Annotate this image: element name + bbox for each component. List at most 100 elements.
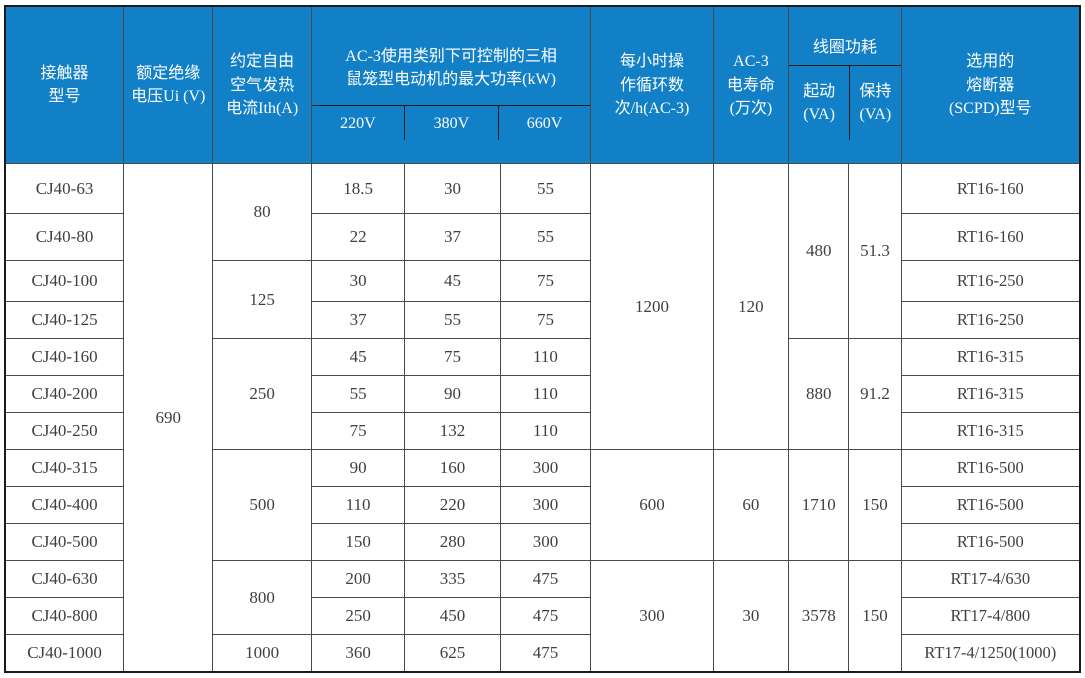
power-380-cell: 37 — [404, 213, 501, 262]
column-header-380v: 380V — [403, 106, 498, 141]
column-header-life: AC-3 电寿命 (万次) — [712, 5, 790, 165]
coil-start-cell: 1710 — [788, 449, 850, 562]
contactor-spec-table: 接触器 型号 额定绝缘 电压Ui (V) 约定自由 空气发热 电流Ith(A) … — [4, 5, 1081, 673]
life-cell: 60 — [712, 449, 790, 562]
coil-start-cell: 880 — [788, 338, 850, 451]
power-220-cell: 150 — [310, 523, 406, 562]
table-row: CJ40-315 500 90 160 300 600 60 1710 150 … — [4, 449, 1081, 562]
ith-cell: 1000 — [212, 634, 312, 673]
power-subheaders: 220V 380V 660V — [312, 106, 590, 141]
power-380-cell: 30 — [404, 163, 501, 215]
coil-group-title: 线圈功耗 — [789, 30, 901, 67]
power-380-cell: 160 — [404, 449, 501, 488]
power-group-title: AC-3使用类别下可控制的三相 鼠笼型电动机的最大功率(kW) — [312, 30, 590, 107]
power-380-cell: 45 — [404, 260, 501, 303]
fuse-cell: RT16-315 — [900, 375, 1081, 414]
column-header-model: 接触器 型号 — [4, 5, 125, 165]
power-660-cell: 300 — [499, 523, 592, 562]
table-row: CJ40-200 55 90 110 RT16-315 — [4, 375, 1081, 414]
model-cell: CJ40-100 — [4, 260, 125, 303]
fuse-cell: RT16-500 — [900, 523, 1081, 562]
table-row: CJ40-63 690 80 18.5 30 55 1200 120 480 5… — [4, 163, 1081, 673]
power-380-cell: 75 — [404, 338, 501, 377]
ops-cell: 300 — [590, 560, 714, 673]
ops-cell: 600 — [590, 449, 714, 562]
ith-cell: 500 — [212, 449, 312, 562]
coil-group-header: 线圈功耗 起动 (VA) 保持 (VA) — [789, 30, 901, 141]
fuse-cell: RT16-250 — [900, 301, 1081, 340]
model-cell: CJ40-800 — [4, 597, 125, 636]
column-header-ui: 额定绝缘 电压Ui (V) — [123, 5, 214, 165]
table-row: CJ40-160 250 45 75 110 880 91.2 RT16-315 — [4, 338, 1081, 451]
table-row: CJ40-100 125 30 45 75 RT16-250 — [4, 260, 1081, 340]
power-660-cell: 75 — [499, 260, 592, 303]
table-row: CJ40-500 150 280 300 RT16-500 — [4, 523, 1081, 562]
power-380-cell: 55 — [404, 301, 501, 340]
power-660-cell: 475 — [499, 634, 592, 673]
power-220-cell: 110 — [310, 486, 406, 525]
column-header-ith: 约定自由 空气发热 电流Ith(A) — [212, 5, 312, 165]
table-row: CJ40-125 37 55 75 RT16-250 — [4, 301, 1081, 340]
column-header-coil-group: 线圈功耗 起动 (VA) 保持 (VA) — [788, 5, 902, 165]
fuse-cell: RT16-250 — [900, 260, 1081, 303]
power-220-cell: 30 — [310, 260, 406, 303]
fuse-cell: RT17-4/630 — [900, 560, 1081, 599]
column-header-ops: 每小时操 作循环数 次/h(AC-3) — [590, 5, 714, 165]
column-header-fuse: 选用的 熔断器 (SCPD)型号 — [900, 5, 1081, 165]
coil-hold-cell: 150 — [848, 560, 902, 673]
ui-cell: 690 — [123, 163, 214, 673]
column-header-coil-start: 起动 (VA) — [803, 83, 836, 124]
coil-hold-cell: 51.3 — [848, 163, 902, 340]
power-220-cell: 200 — [310, 560, 406, 599]
fuse-cell: RT16-500 — [900, 449, 1081, 488]
power-380-cell: 132 — [404, 412, 501, 451]
ith-cell: 800 — [212, 560, 312, 636]
model-cell: CJ40-125 — [4, 301, 125, 340]
power-380-cell: 450 — [404, 597, 501, 636]
power-660-cell: 300 — [499, 449, 592, 488]
power-220-cell: 55 — [310, 375, 406, 414]
coil-subheaders: 起动 (VA) 保持 (VA) — [790, 66, 901, 141]
coil-hold-cell: 91.2 — [848, 338, 902, 451]
column-header-220v: 220V — [340, 114, 376, 132]
power-220-cell: 250 — [310, 597, 406, 636]
model-cell: CJ40-63 — [4, 163, 125, 215]
power-660-cell: 75 — [499, 301, 592, 340]
power-660-cell: 475 — [499, 597, 592, 636]
model-cell: CJ40-1000 — [4, 634, 125, 673]
fuse-cell: RT16-315 — [900, 412, 1081, 451]
model-cell: CJ40-160 — [4, 338, 125, 377]
power-380-cell: 335 — [404, 560, 501, 599]
power-660-cell: 300 — [499, 486, 592, 525]
table-header: 接触器 型号 额定绝缘 电压Ui (V) 约定自由 空气发热 电流Ith(A) … — [4, 5, 1081, 165]
model-cell: CJ40-500 — [4, 523, 125, 562]
model-cell: CJ40-400 — [4, 486, 125, 525]
power-660-cell: 110 — [499, 338, 592, 377]
column-header-660v: 660V — [497, 106, 590, 141]
power-220-cell: 22 — [310, 213, 406, 262]
coil-hold-cell: 150 — [848, 449, 902, 562]
power-660-cell: 475 — [499, 560, 592, 599]
model-cell: CJ40-630 — [4, 560, 125, 599]
model-cell: CJ40-80 — [4, 213, 125, 262]
power-660-cell: 55 — [499, 213, 592, 262]
coil-start-cell: 3578 — [788, 560, 850, 673]
table-body: CJ40-63 690 80 18.5 30 55 1200 120 480 5… — [4, 163, 1081, 673]
table-row: CJ40-400 110 220 300 RT16-500 — [4, 486, 1081, 525]
life-cell: 120 — [712, 163, 790, 451]
power-660-cell: 110 — [499, 412, 592, 451]
power-660-cell: 110 — [499, 375, 592, 414]
fuse-cell: RT17-4/1250(1000) — [900, 634, 1081, 673]
fuse-cell: RT16-160 — [900, 213, 1081, 262]
power-660-cell: 55 — [499, 163, 592, 215]
table-row: CJ40-250 75 132 110 RT16-315 — [4, 412, 1081, 451]
model-cell: CJ40-200 — [4, 375, 125, 414]
power-220-cell: 37 — [310, 301, 406, 340]
ops-cell: 1200 — [590, 163, 714, 451]
fuse-cell: RT17-4/800 — [900, 597, 1081, 636]
power-380-cell: 90 — [404, 375, 501, 414]
power-group-header: AC-3使用类别下可控制的三相 鼠笼型电动机的最大功率(kW) 220V 380… — [312, 30, 590, 141]
ith-cell: 125 — [212, 260, 312, 340]
power-220-cell: 360 — [310, 634, 406, 673]
